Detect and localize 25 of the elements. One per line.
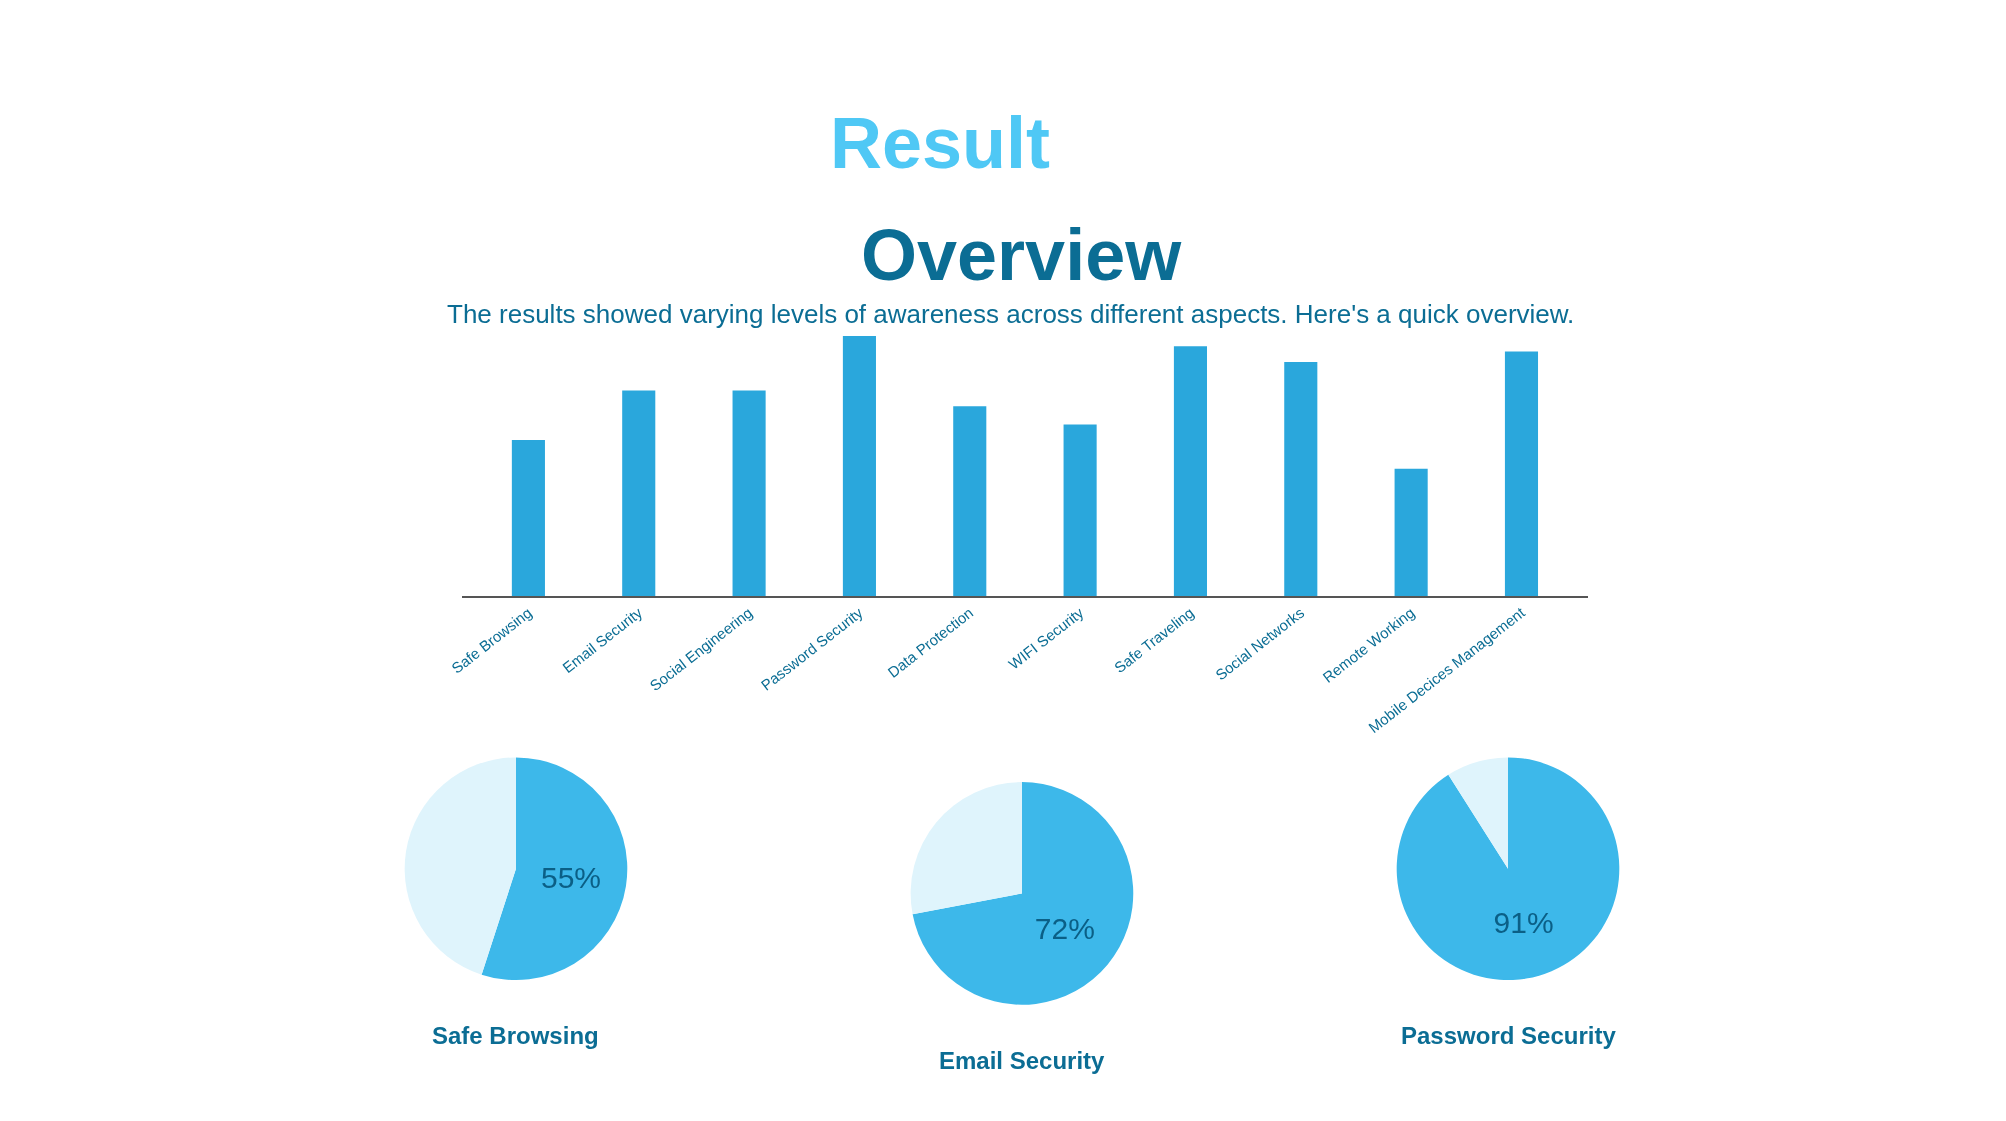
bar	[732, 390, 766, 597]
pie-slice	[1396, 757, 1620, 981]
text: Email Security	[939, 1047, 1106, 1074]
bar	[1284, 361, 1318, 597]
bar	[1173, 346, 1207, 597]
bar	[1063, 424, 1097, 597]
bar	[1394, 468, 1428, 597]
bar	[1504, 351, 1539, 597]
chart-subtitle: Overview	[861, 215, 1183, 295]
bar	[842, 335, 876, 597]
bar	[622, 390, 656, 597]
bar	[511, 440, 545, 597]
pie-slice	[481, 757, 628, 980]
text: The results showed varying levels of awareness across different aspects. Here's a quick overview.	[447, 299, 1575, 329]
pie-slice	[910, 782, 1022, 915]
pie-slice	[1448, 757, 1508, 869]
data-label: 55%	[540, 860, 601, 894]
pie-slice	[404, 757, 516, 975]
chart-title: Result	[830, 103, 1051, 183]
text: Safe Browsing	[432, 1022, 599, 1049]
pie-slice	[912, 782, 1134, 1005]
data-label: 72%	[1034, 912, 1095, 946]
data-label: 91%	[1493, 905, 1554, 939]
bar	[953, 406, 987, 597]
text: Password Security	[1401, 1022, 1617, 1049]
